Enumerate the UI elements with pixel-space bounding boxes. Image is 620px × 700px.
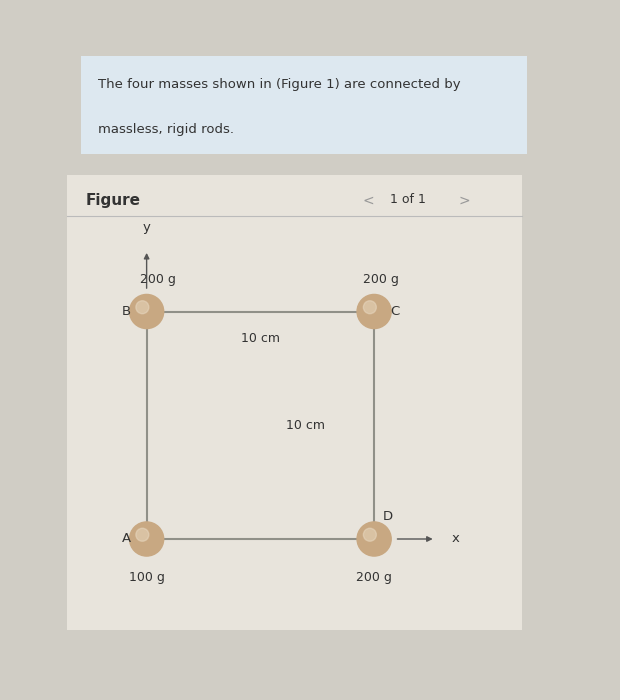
Text: 10 cm: 10 cm: [241, 332, 280, 345]
Circle shape: [136, 301, 149, 314]
Text: massless, rigid rods.: massless, rigid rods.: [99, 122, 234, 136]
Circle shape: [363, 528, 376, 541]
Circle shape: [357, 295, 391, 328]
Text: <: <: [363, 193, 374, 207]
Circle shape: [136, 528, 149, 541]
Text: 200 g: 200 g: [140, 273, 176, 286]
Text: 200 g: 200 g: [356, 571, 392, 584]
Text: D: D: [383, 510, 393, 523]
Text: y: y: [143, 221, 151, 234]
Text: C: C: [390, 305, 399, 318]
Circle shape: [130, 522, 164, 556]
Circle shape: [130, 295, 164, 328]
Text: x: x: [451, 533, 459, 545]
Text: B: B: [122, 305, 131, 318]
Text: >: >: [458, 193, 470, 207]
Text: A: A: [122, 533, 131, 545]
Text: 100 g: 100 g: [129, 571, 164, 584]
Text: Figure: Figure: [85, 193, 140, 208]
Text: 1 of 1: 1 of 1: [390, 193, 426, 206]
Text: 200 g: 200 g: [363, 273, 399, 286]
Text: The four masses shown in (Figure 1) are connected by: The four masses shown in (Figure 1) are …: [99, 78, 461, 90]
Text: 10 cm: 10 cm: [286, 419, 326, 432]
Circle shape: [357, 522, 391, 556]
Circle shape: [363, 301, 376, 314]
